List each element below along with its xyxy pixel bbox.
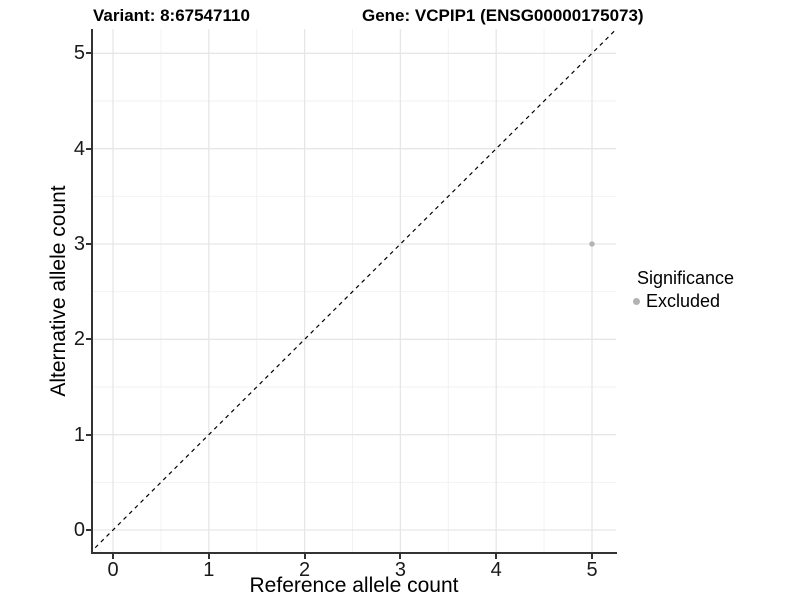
legend: Significance Excluded [628, 266, 734, 311]
legend-key-box [628, 293, 644, 309]
x-tick-mark [303, 554, 306, 559]
x-axis-title: Reference allele count [249, 574, 459, 597]
y-tick-label: 2 [73, 328, 85, 351]
y-tick-mark [86, 433, 91, 436]
data-point [589, 241, 595, 247]
legend-entry-excluded: Excluded [628, 291, 734, 311]
plot-area-svg [92, 29, 616, 553]
y-axis-line [91, 29, 93, 554]
x-tick-label: 2 [299, 559, 311, 581]
excluded-point-icon [632, 297, 640, 305]
y-tick-mark [86, 52, 91, 55]
legend-entry-label: Excluded [646, 290, 721, 311]
y-axis-title: Alternative allele count [47, 185, 70, 397]
y-tick-mark [86, 529, 91, 531]
x-tick-label: 3 [394, 559, 406, 581]
x-tick-label: 4 [490, 559, 502, 581]
y-tick-label: 5 [73, 42, 85, 65]
legend-title: Significance [637, 268, 735, 288]
x-tick-mark [207, 554, 210, 559]
y-tick-label: 4 [73, 137, 85, 160]
plot-panel [92, 29, 616, 553]
y-tick-mark [86, 147, 91, 150]
x-tick-mark [399, 554, 402, 559]
x-axis-line [91, 552, 617, 554]
y-tick-label: 1 [73, 423, 85, 446]
x-tick-label: 1 [203, 559, 215, 581]
x-tick-mark [112, 554, 114, 559]
y-tick-label: 0 [73, 519, 85, 541]
plot-title-gene: Gene: VCPIP1 (ENSG00000175073) [362, 6, 644, 25]
x-tick-label: 0 [107, 559, 119, 581]
x-tick-mark [495, 554, 498, 559]
y-tick-mark [86, 243, 91, 245]
y-tick-mark [86, 338, 91, 341]
x-tick-label: 5 [586, 559, 598, 581]
identity-dashed-line [92, 29, 616, 552]
plot-title-variant: Variant: 8:67547110 [93, 6, 250, 25]
y-tick-label: 3 [73, 233, 85, 255]
x-tick-mark [591, 554, 593, 559]
